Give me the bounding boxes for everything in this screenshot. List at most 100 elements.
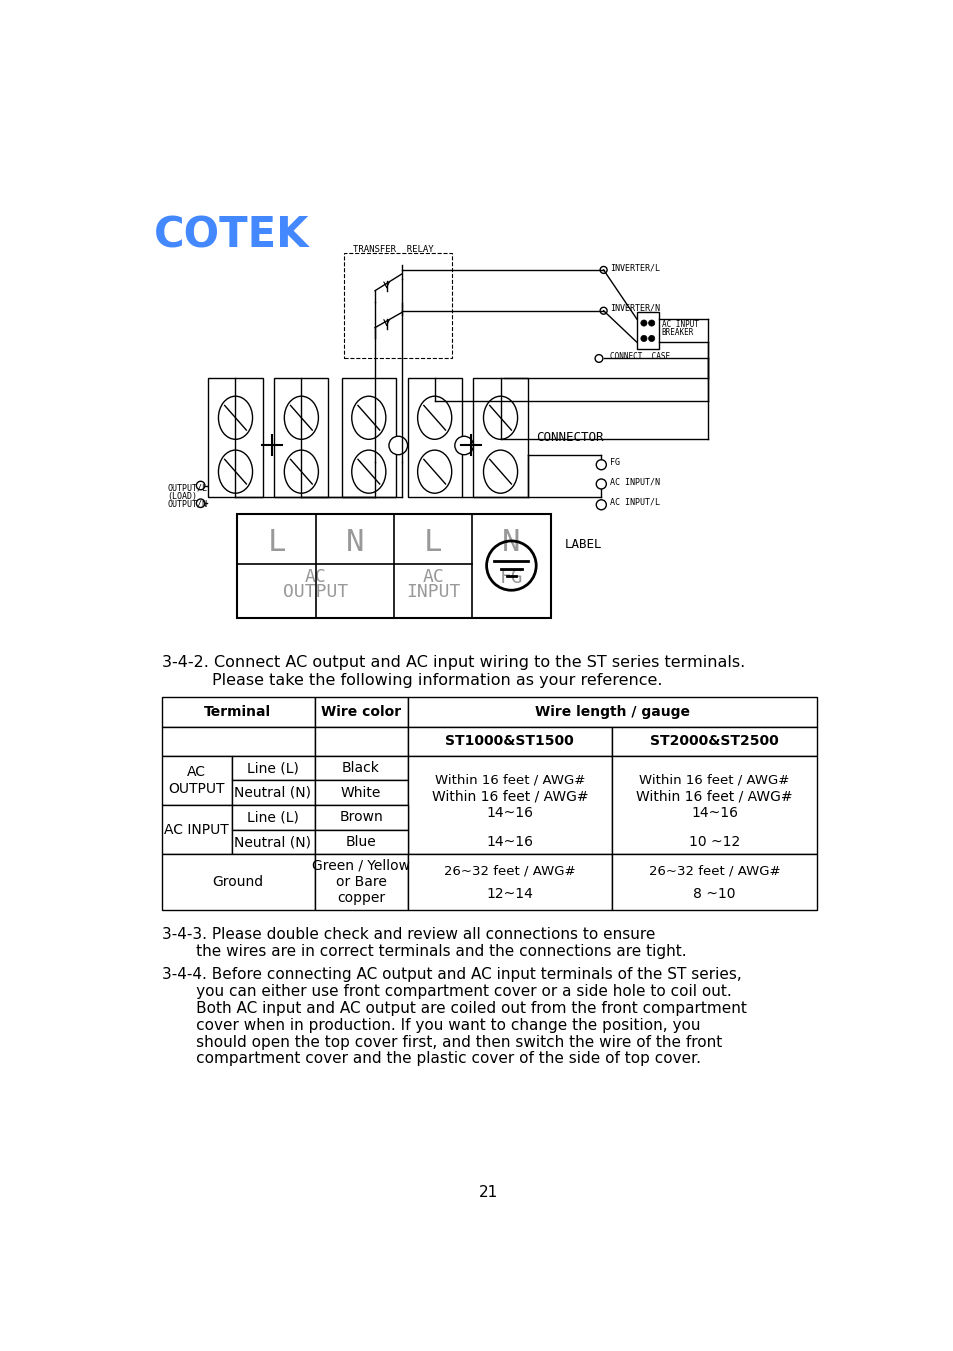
Bar bbox=[314, 727, 407, 755]
Text: Both AC input and AC output are coiled out from the front compartment: Both AC input and AC output are coiled o… bbox=[162, 1001, 746, 1016]
Text: Blue: Blue bbox=[345, 835, 376, 848]
Text: Within 16 feet / AWG#: Within 16 feet / AWG# bbox=[639, 774, 789, 786]
Circle shape bbox=[596, 500, 606, 509]
Bar bbox=[232, 755, 314, 781]
Text: FG: FG bbox=[499, 567, 522, 586]
Text: Brown: Brown bbox=[339, 811, 382, 824]
Text: OUTPUT/L: OUTPUT/L bbox=[167, 484, 207, 493]
Ellipse shape bbox=[483, 396, 517, 439]
Text: Ground: Ground bbox=[212, 875, 263, 889]
Circle shape bbox=[596, 480, 606, 489]
Text: compartment cover and the plastic cover of the side of top cover.: compartment cover and the plastic cover … bbox=[162, 1051, 700, 1066]
Text: you can either use front compartment cover or a side hole to coil out.: you can either use front compartment cov… bbox=[162, 984, 731, 998]
Bar bbox=[232, 781, 314, 805]
Text: 8 ~10: 8 ~10 bbox=[693, 888, 735, 901]
Text: Wire length / gauge: Wire length / gauge bbox=[534, 705, 689, 719]
Bar bbox=[162, 697, 314, 727]
Text: should open the top cover first, and then switch the wire of the front: should open the top cover first, and the… bbox=[162, 1035, 721, 1050]
Text: Within 16 feet / AWG#
14~16: Within 16 feet / AWG# 14~16 bbox=[636, 790, 792, 820]
Text: Neutral (N): Neutral (N) bbox=[233, 786, 311, 800]
Ellipse shape bbox=[483, 450, 517, 493]
Ellipse shape bbox=[284, 450, 318, 493]
Text: ST1000&ST1500: ST1000&ST1500 bbox=[445, 734, 574, 748]
Text: Wire color: Wire color bbox=[320, 705, 400, 719]
Bar bbox=[612, 755, 816, 854]
Bar bbox=[314, 854, 407, 909]
Text: OUTPUT/N: OUTPUT/N bbox=[167, 500, 207, 508]
Bar bbox=[407, 727, 612, 755]
Text: 3-4-3. Please double check and review all connections to ensure: 3-4-3. Please double check and review al… bbox=[162, 927, 655, 942]
Ellipse shape bbox=[352, 396, 385, 439]
Text: AC INPUT/N: AC INPUT/N bbox=[609, 477, 659, 486]
Text: COTEK: COTEK bbox=[154, 215, 310, 257]
Circle shape bbox=[599, 307, 606, 315]
Text: Neutral (N): Neutral (N) bbox=[233, 835, 311, 848]
Text: 26~32 feet / AWG#: 26~32 feet / AWG# bbox=[443, 865, 575, 878]
Circle shape bbox=[196, 499, 205, 508]
Text: Line (L): Line (L) bbox=[247, 811, 298, 824]
Circle shape bbox=[486, 540, 536, 590]
Text: INVERTER/L: INVERTER/L bbox=[609, 263, 659, 272]
Text: 12~14: 12~14 bbox=[486, 888, 533, 901]
Bar bbox=[232, 830, 314, 854]
Bar bbox=[407, 697, 816, 727]
Ellipse shape bbox=[218, 450, 253, 493]
Circle shape bbox=[389, 436, 407, 455]
Text: FG: FG bbox=[609, 458, 619, 467]
Text: AC: AC bbox=[304, 567, 326, 586]
Bar bbox=[162, 805, 232, 854]
Text: 14~16: 14~16 bbox=[486, 835, 533, 848]
Text: N: N bbox=[501, 528, 520, 557]
Bar bbox=[314, 805, 407, 830]
Text: INPUT: INPUT bbox=[406, 582, 460, 601]
Bar bbox=[407, 378, 461, 497]
Text: cover when in production. If you want to change the position, you: cover when in production. If you want to… bbox=[162, 1017, 700, 1032]
Ellipse shape bbox=[284, 396, 318, 439]
Text: 3-4-4. Before connecting AC output and AC input terminals of the ST series,: 3-4-4. Before connecting AC output and A… bbox=[162, 967, 740, 982]
Bar bbox=[314, 755, 407, 781]
Text: AC: AC bbox=[422, 567, 443, 586]
Text: Within 16 feet / AWG#
14~16: Within 16 feet / AWG# 14~16 bbox=[431, 790, 588, 820]
Ellipse shape bbox=[417, 450, 452, 493]
Text: 10 ~12: 10 ~12 bbox=[688, 835, 740, 848]
Bar bbox=[407, 854, 612, 909]
Ellipse shape bbox=[417, 396, 452, 439]
Text: Please take the following information as your reference.: Please take the following information as… bbox=[212, 673, 662, 689]
Bar bbox=[341, 378, 395, 497]
Text: TRANSFER  RELAY: TRANSFER RELAY bbox=[353, 246, 434, 254]
Bar bbox=[407, 755, 612, 854]
Text: OUTPUT: OUTPUT bbox=[282, 582, 348, 601]
Bar bbox=[612, 727, 816, 755]
Bar bbox=[236, 513, 550, 617]
Text: N: N bbox=[345, 528, 364, 557]
Text: White: White bbox=[340, 786, 381, 800]
Text: CONNECT  CASE: CONNECT CASE bbox=[609, 351, 669, 361]
Text: LABEL: LABEL bbox=[564, 538, 601, 551]
Text: INVERTER/N: INVERTER/N bbox=[609, 304, 659, 313]
Bar bbox=[612, 854, 816, 909]
Circle shape bbox=[640, 335, 646, 342]
Text: Black: Black bbox=[342, 761, 379, 775]
Circle shape bbox=[640, 320, 646, 326]
Bar bbox=[314, 830, 407, 854]
Bar bbox=[314, 781, 407, 805]
Bar bbox=[232, 805, 314, 830]
Text: BREAKER: BREAKER bbox=[661, 328, 694, 336]
Text: (LOAD): (LOAD) bbox=[167, 492, 197, 501]
Text: ST2000&ST2500: ST2000&ST2500 bbox=[649, 734, 778, 748]
Text: 26~32 feet / AWG#: 26~32 feet / AWG# bbox=[648, 865, 780, 878]
Circle shape bbox=[599, 266, 606, 273]
Ellipse shape bbox=[218, 396, 253, 439]
Text: L: L bbox=[267, 528, 286, 557]
Bar bbox=[473, 378, 527, 497]
Text: AC
OUTPUT: AC OUTPUT bbox=[169, 765, 225, 796]
Bar bbox=[162, 727, 314, 755]
Text: AC INPUT: AC INPUT bbox=[661, 320, 698, 330]
Text: 21: 21 bbox=[478, 1185, 498, 1200]
Circle shape bbox=[455, 436, 473, 455]
Bar bbox=[344, 253, 452, 358]
Circle shape bbox=[648, 335, 654, 342]
Text: AC INPUT/L: AC INPUT/L bbox=[609, 499, 659, 507]
Text: Line (L): Line (L) bbox=[247, 761, 298, 775]
Ellipse shape bbox=[352, 450, 385, 493]
